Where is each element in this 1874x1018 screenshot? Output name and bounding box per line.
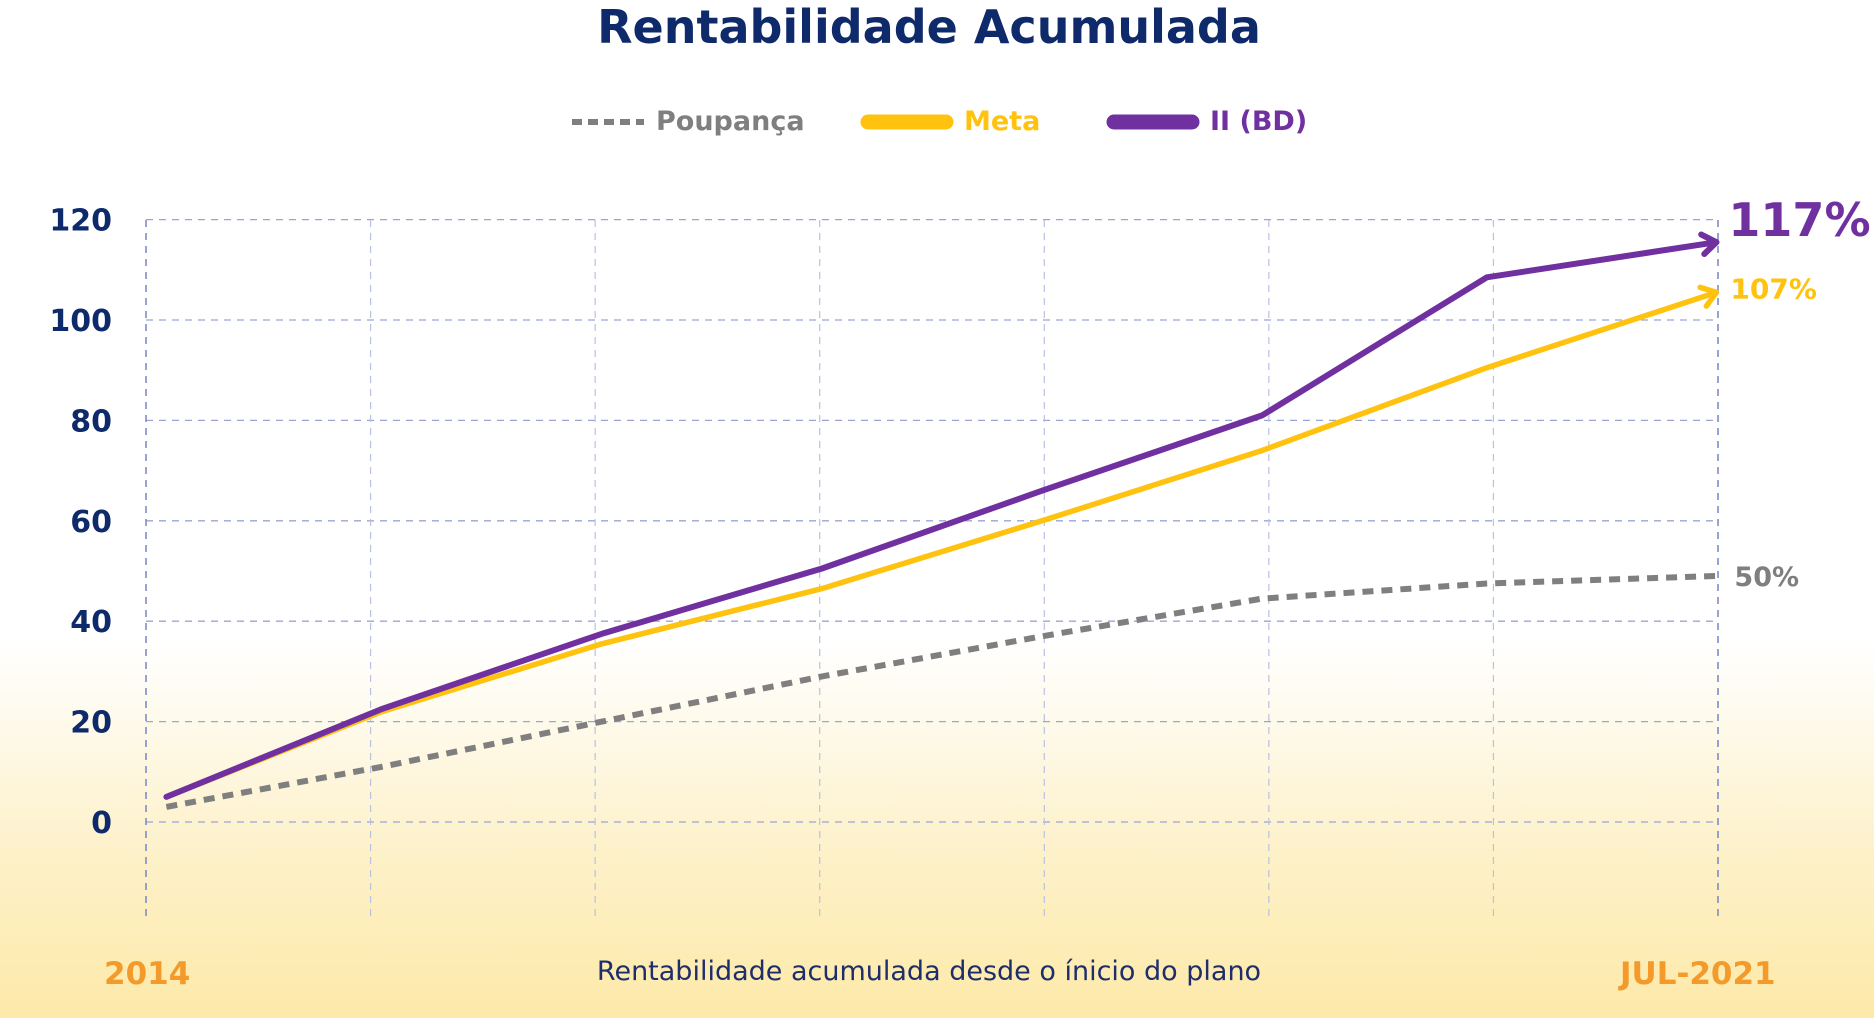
legend-label-meta: Meta bbox=[964, 106, 1041, 137]
series-line-2 bbox=[163, 239, 1720, 800]
y-tick-label-100: 100 bbox=[49, 304, 112, 339]
y-tick-label-120: 120 bbox=[49, 204, 112, 239]
x-label-end: JUL-2021 bbox=[1620, 956, 1776, 992]
x-label-start: 2014 bbox=[104, 956, 191, 992]
legend-label-ii: II (BD) bbox=[1210, 106, 1308, 137]
chart-title: Rentabilidade Acumulada bbox=[597, 0, 1261, 54]
x-axis-caption: Rentabilidade acumulada desde o ínicio d… bbox=[596, 956, 1262, 987]
series-arrowhead-1 bbox=[1697, 284, 1720, 309]
legend-label-poupanca: Poupança bbox=[656, 106, 805, 137]
legend-swatch-poupanca bbox=[572, 118, 644, 125]
y-tick-label-0: 0 bbox=[91, 806, 112, 841]
y-tick-label-20: 20 bbox=[70, 706, 112, 741]
legend-swatch-meta bbox=[860, 114, 954, 129]
legend-item-ii: II (BD) bbox=[1106, 106, 1307, 137]
y-tick-label-80: 80 bbox=[70, 404, 112, 439]
series-line-0 bbox=[165, 573, 1717, 810]
series-line-1 bbox=[163, 289, 1720, 800]
y-tick-label-60: 60 bbox=[70, 505, 112, 540]
legend-swatch-ii bbox=[1106, 114, 1200, 129]
legend-item-poupanca: Poupança bbox=[570, 106, 805, 137]
series-end-label-1: 107% bbox=[1730, 272, 1817, 305]
legend-item-meta: Meta bbox=[860, 106, 1040, 137]
y-tick-label-40: 40 bbox=[70, 605, 112, 640]
series-end-label-2: 117% bbox=[1728, 193, 1870, 247]
series-end-label-0: 50% bbox=[1734, 562, 1799, 593]
series-arrowhead-2 bbox=[1698, 231, 1720, 258]
